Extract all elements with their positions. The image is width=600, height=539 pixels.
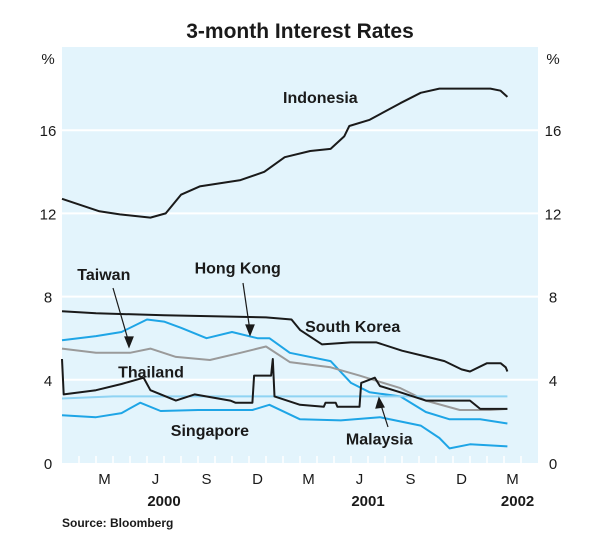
hongkong-arrowhead [245,324,255,337]
series-line-taiwan [61,345,508,411]
x-tick-label: D [252,471,263,488]
y-tick-label-left: 12 [40,206,57,223]
annotation-arrows [112,282,389,428]
source-note: Source: Bloomberg [62,516,173,530]
y-tick-label-left: 4 [44,373,52,390]
series-line-singapore [61,401,508,450]
malaysia-arrowhead [375,396,385,409]
y-tick-label-left: 16 [40,123,57,140]
y-tick-label-right: 12 [545,206,562,223]
series-label-thailand: Thailand [118,365,184,382]
x-tick-label: M [98,471,111,488]
y-axis-unit-left: % [41,51,54,68]
x-tick-label: S [201,471,211,488]
y-tick-label-right: 4 [549,373,557,390]
series-line-malaysia [61,395,508,400]
x-tick-label: J [356,471,364,488]
x-year-label: 2002 [501,493,534,510]
x-tick-label: M [506,471,519,488]
x-tick-label: D [456,471,467,488]
series-line-south-korea [61,310,509,373]
series-label-hong-kong: Hong Kong [195,261,281,278]
y-axis-unit-right: % [546,51,559,68]
hongkong-arrow [242,282,251,332]
series-label-malaysia: Malaysia [346,431,413,448]
series-line-hong-kong [61,318,508,425]
chart-title: 3-month Interest Rates [186,20,414,43]
series-line-indonesia [61,87,509,219]
y-tick-label-left: 0 [44,456,52,473]
series-line-thailand [61,358,508,410]
series-label-singapore: Singapore [171,423,249,440]
y-tick-label-right: 8 [549,290,557,307]
x-year-label: 2000 [147,493,180,510]
x-tick-label: M [302,471,315,488]
series-label-taiwan: Taiwan [77,267,130,284]
series-label-south-korea: South Korea [305,319,400,336]
taiwan-arrow [112,287,130,344]
plot-area [62,47,538,463]
y-tick-label-right: 16 [545,123,562,140]
y-tick-label-right: 0 [549,456,557,473]
series-label-indonesia: Indonesia [283,90,358,107]
taiwan-arrowhead [124,336,134,349]
x-tick-label: J [152,471,160,488]
y-tick-label-left: 8 [44,290,52,307]
x-tick-label: S [405,471,415,488]
x-year-label: 2001 [351,493,384,510]
